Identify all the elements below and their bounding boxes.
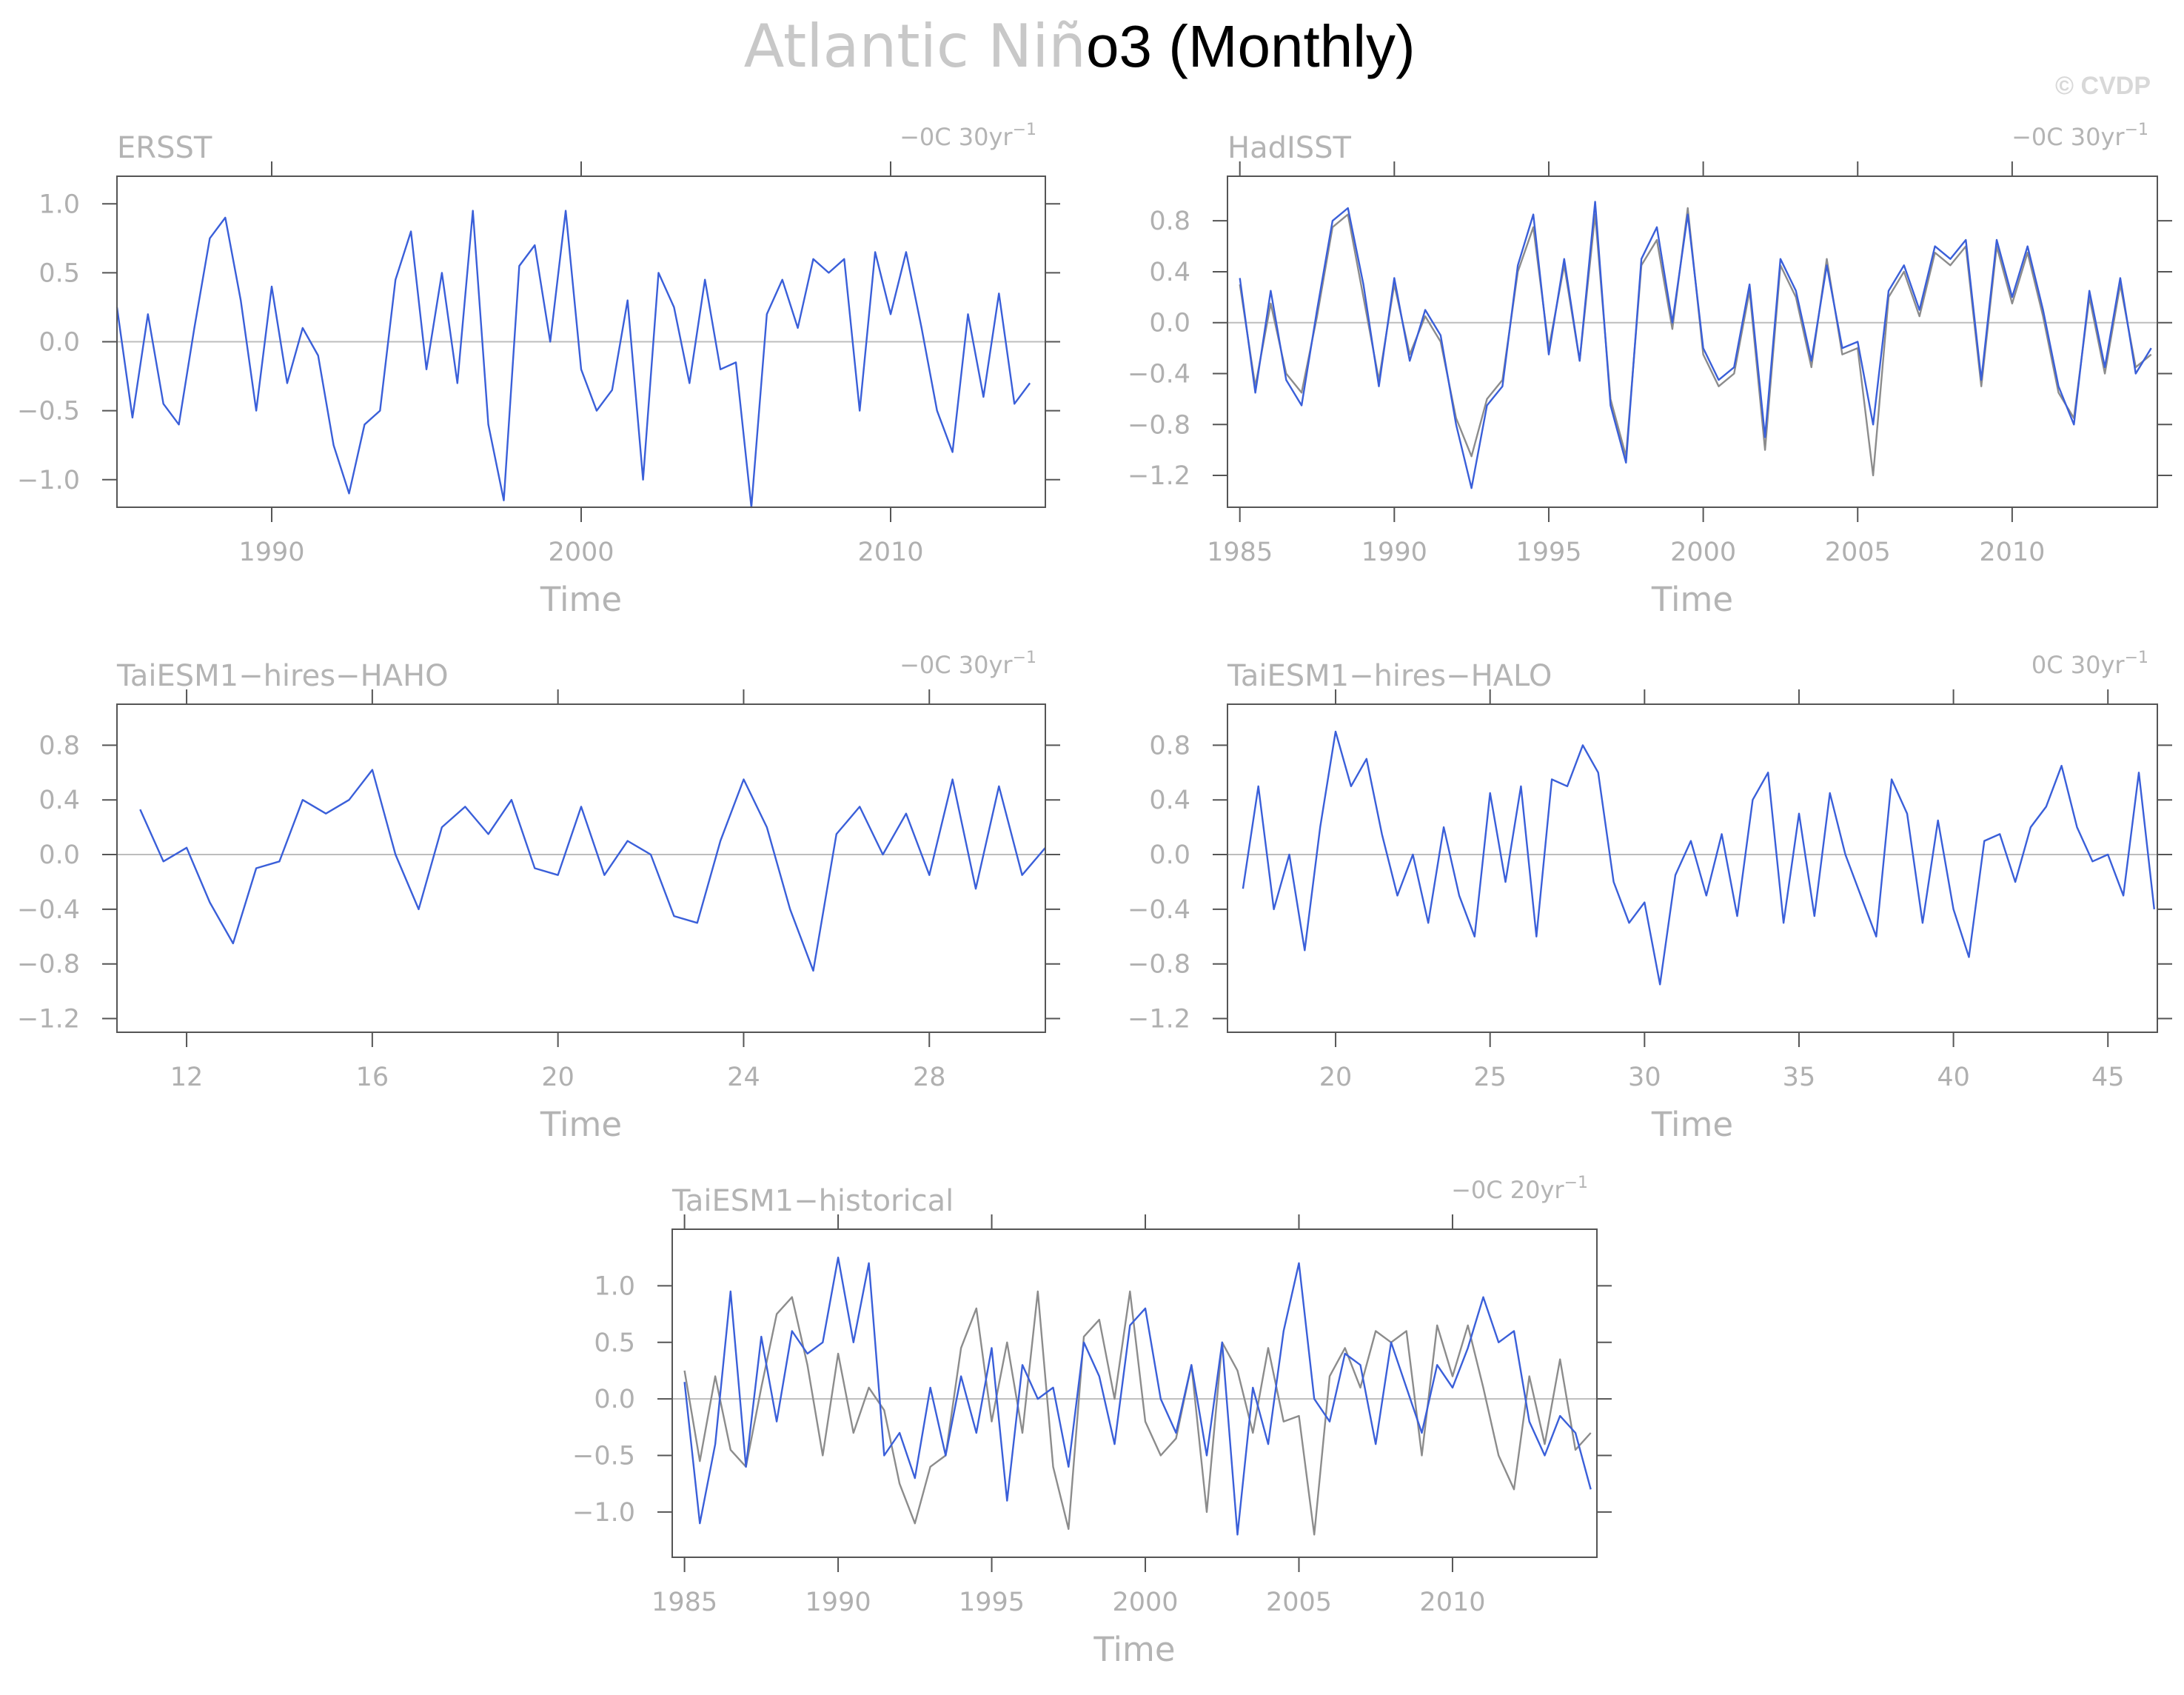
x-tick-label: 2000	[1112, 1588, 1178, 1617]
y-tick-label: 0.8	[38, 731, 80, 760]
figure-title-light: Atlantic Niñ	[744, 12, 1086, 81]
x-tick-label: 1995	[1515, 538, 1581, 567]
y-tick-label: −1.0	[17, 466, 80, 495]
y-tick-label: 0.0	[38, 328, 80, 358]
chart-panel-3: TaiESM1−hires−HAHO −0C 30yr−1 12 16 20 24 28 0.…	[17, 649, 1060, 1144]
panel-trend-label: −0C 30yr−1	[2012, 121, 2148, 151]
x-tick-label: 1990	[238, 538, 304, 567]
x-tick-label: 20	[541, 1063, 575, 1092]
x-tick-label: 25	[1473, 1063, 1507, 1092]
x-tick-label: 1985	[1207, 538, 1273, 567]
plot-frame	[116, 703, 1046, 1033]
y-tick-label: −0.5	[17, 397, 80, 427]
panel-title: TaiESM1−hires−HAHO	[116, 659, 449, 693]
x-axis-title: Time	[1093, 1630, 1175, 1669]
x-tick-label: 1995	[959, 1588, 1025, 1617]
y-tick-label: −0.4	[17, 895, 80, 925]
series-line-1	[683, 1290, 1592, 1536]
y-tick-label: −0.4	[1128, 359, 1190, 389]
panel-title: TaiESM1−historical	[671, 1184, 954, 1218]
y-tick-label: −0.5	[572, 1442, 635, 1471]
y-tick-label: 0.8	[1149, 731, 1190, 760]
series-line-1	[1239, 207, 2152, 477]
plot-frame	[671, 1228, 1598, 1558]
y-tick-label: 0.0	[1149, 309, 1190, 338]
y-tick-label: 0.4	[1149, 258, 1190, 287]
y-tick-label: 0.0	[38, 840, 80, 870]
plot-frame	[1227, 175, 2158, 508]
y-tick-label: −1.0	[572, 1498, 635, 1528]
series-line-1	[1242, 730, 2155, 986]
chart-panels: ERSST −0C 30yr−1 1990 2000 2010 1.0 0.5 0.0 −0.5…	[17, 121, 2172, 1669]
x-axis-title: Time	[540, 1105, 622, 1144]
series-line-2	[683, 1256, 1592, 1536]
x-tick-label: 2010	[1979, 538, 2045, 567]
x-tick-label: 2000	[548, 538, 614, 567]
x-tick-label: 24	[727, 1063, 760, 1092]
x-tick-label: 20	[1319, 1063, 1353, 1092]
x-axis-title: Time	[1651, 1105, 1733, 1144]
series-line-1	[115, 210, 1031, 509]
y-tick-label: 0.5	[38, 258, 80, 288]
y-tick-label: −1.2	[1128, 1005, 1190, 1034]
y-tick-label: 0.0	[594, 1385, 635, 1414]
x-tick-label: 2000	[1670, 538, 1736, 567]
panel-title: HadISST	[1227, 131, 1352, 165]
x-tick-label: 1990	[1361, 538, 1427, 567]
y-tick-label: −0.8	[1128, 410, 1190, 440]
y-tick-label: −1.2	[1128, 461, 1190, 491]
y-tick-label: 0.0	[1149, 840, 1190, 870]
x-tick-label: 2005	[1266, 1588, 1332, 1617]
panel-trend-label: −0C 20yr−1	[1451, 1174, 1588, 1204]
series-line-1	[139, 769, 1046, 972]
panel-title: TaiESM1−hires−HALO	[1227, 659, 1552, 693]
y-tick-label: 0.5	[594, 1328, 635, 1358]
y-tick-label: −0.4	[1128, 895, 1190, 925]
x-tick-label: 1990	[805, 1588, 871, 1617]
x-tick-label: 1985	[651, 1588, 717, 1617]
y-tick-label: −0.8	[17, 950, 80, 980]
chart-panel-1: ERSST −0C 30yr−1 1990 2000 2010 1.0 0.5 0.0 −0.5…	[17, 121, 1060, 619]
y-tick-label: 1.0	[38, 190, 80, 219]
y-tick-label: 0.4	[38, 786, 80, 815]
x-tick-label: 2010	[1419, 1588, 1485, 1617]
x-tick-label: 35	[1783, 1063, 1816, 1092]
panel-trend-label: −0C 30yr−1	[900, 649, 1036, 679]
panel-title: ERSST	[117, 131, 212, 165]
y-tick-label: 0.8	[1149, 207, 1190, 236]
chart-panel-4: TaiESM1−hires−HALO 0C 30yr−1 20 25 30 35 40 45 0…	[1128, 649, 2172, 1144]
x-tick-label: 16	[356, 1063, 389, 1092]
y-tick-label: 1.0	[594, 1271, 635, 1301]
x-axis-title: Time	[1651, 580, 1733, 619]
chart-panel-2: HadISST −0C 30yr−1 1985 1990 1995 2000 2005 201…	[1128, 121, 2172, 619]
x-tick-label: 45	[2091, 1063, 2125, 1092]
x-tick-label: 2010	[857, 538, 923, 567]
panel-trend-label: −0C 30yr−1	[900, 121, 1036, 151]
x-tick-label: 30	[1628, 1063, 1661, 1092]
x-tick-label: 2005	[1825, 538, 1891, 567]
x-tick-label: 28	[913, 1063, 946, 1092]
series-line-2	[1239, 201, 2152, 489]
chart-panel-5: TaiESM1−historical −0C 20yr−1 1985 1990 1995…	[572, 1174, 1612, 1669]
y-tick-label: −1.2	[17, 1005, 80, 1034]
x-tick-label: 40	[1937, 1063, 1970, 1092]
figure-title-dark: o3 (Monthly)	[1086, 13, 1416, 79]
x-tick-label: 12	[170, 1063, 204, 1092]
copyright-label: © CVDP	[2055, 72, 2151, 100]
y-tick-label: −0.8	[1128, 950, 1190, 980]
panel-trend-label: 0C 30yr−1	[2031, 649, 2148, 679]
plot-frame	[1227, 703, 2158, 1033]
x-axis-title: Time	[540, 580, 622, 619]
y-tick-label: 0.4	[1149, 786, 1190, 815]
